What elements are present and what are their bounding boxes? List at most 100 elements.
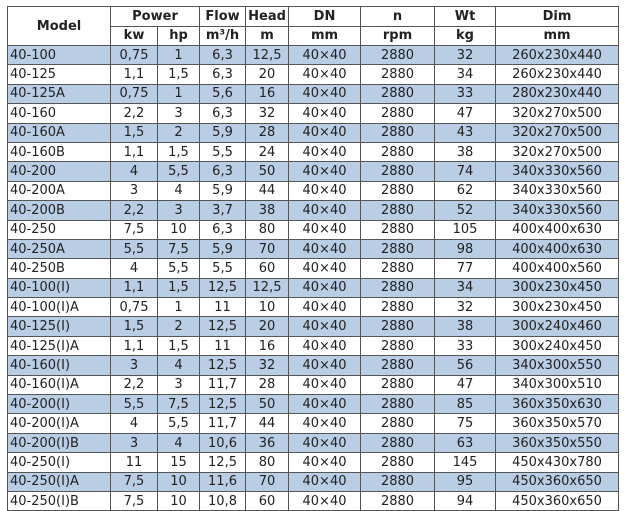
cell-flow: 6,3 bbox=[199, 161, 247, 182]
cell-speed: 2880 bbox=[360, 297, 436, 318]
header-row: Model Power Flow Head DN n Wt Dim bbox=[7, 6, 620, 46]
cell-head: 60 bbox=[245, 490, 290, 511]
cell-flow: 6,3 bbox=[199, 103, 247, 124]
cell-dimensions: 320x270x500 bbox=[495, 103, 620, 124]
cell-dimensions: 360x350x550 bbox=[495, 432, 620, 454]
cell-speed: 2880 bbox=[360, 277, 436, 299]
cell-dn: 40×40 bbox=[288, 374, 362, 396]
cell-dimensions: 360x350x630 bbox=[495, 394, 620, 415]
table-row: 40-160A 1,5 2 5,9 28 40×40 2880 43 320x270x500 bbox=[7, 122, 620, 143]
unit-kw: kw bbox=[110, 25, 158, 46]
cell-model: 40-200A bbox=[7, 180, 111, 202]
header-power: Power bbox=[109, 6, 201, 27]
cell-weight: 38 bbox=[434, 141, 497, 163]
cell-model: 40-250A bbox=[7, 238, 111, 260]
cell-power-kw: 2,2 bbox=[110, 103, 158, 124]
cell-dn: 40×40 bbox=[288, 432, 362, 454]
cell-power-kw: 1,1 bbox=[110, 335, 158, 357]
cell-dn: 40×40 bbox=[288, 277, 362, 299]
pump-spec-table: Model Power Flow Head DN n Wt Dim kw hp … bbox=[7, 6, 620, 511]
cell-flow: 11 bbox=[199, 335, 247, 357]
cell-power-hp: 10 bbox=[156, 471, 201, 492]
cell-power-kw: 5,5 bbox=[110, 238, 158, 260]
cell-speed: 2880 bbox=[360, 83, 436, 105]
cell-head: 20 bbox=[245, 316, 290, 337]
cell-flow: 5,5 bbox=[199, 258, 247, 279]
cell-flow: 5,9 bbox=[199, 238, 247, 260]
cell-head: 12,5 bbox=[245, 44, 290, 66]
cell-weight: 85 bbox=[434, 394, 497, 415]
cell-head: 50 bbox=[245, 161, 290, 182]
cell-dn: 40×40 bbox=[288, 44, 362, 66]
cell-dimensions: 300x240x450 bbox=[495, 335, 620, 357]
table-row: 40-250B 4 5,5 5,5 60 40×40 2880 77 400x400x560 bbox=[7, 258, 620, 279]
cell-weight: 77 bbox=[434, 258, 497, 279]
cell-flow: 3,7 bbox=[199, 200, 247, 221]
cell-speed: 2880 bbox=[360, 335, 436, 357]
cell-model: 40-200 bbox=[7, 161, 111, 182]
cell-power-hp: 7,5 bbox=[156, 238, 201, 260]
cell-speed: 2880 bbox=[360, 161, 436, 182]
table-row: 40-125A 0,75 1 5,6 16 40×40 2880 33 280x230x440 bbox=[7, 83, 620, 105]
table-row: 40-200(I) 5,5 7,5 12,5 50 40×40 2880 85 360x350x… bbox=[7, 394, 620, 415]
cell-model: 40-100 bbox=[7, 44, 111, 66]
cell-model: 40-160 bbox=[7, 103, 111, 124]
cell-dimensions: 340x300x550 bbox=[495, 355, 620, 376]
cell-speed: 2880 bbox=[360, 374, 436, 396]
cell-model: 40-100(I) bbox=[7, 277, 111, 299]
cell-flow: 12,5 bbox=[199, 316, 247, 337]
unit-wt: kg bbox=[434, 25, 497, 46]
cell-dimensions: 400x400x630 bbox=[495, 238, 620, 260]
cell-flow: 5,9 bbox=[199, 180, 247, 202]
cell-head: 50 bbox=[245, 394, 290, 415]
cell-flow: 6,3 bbox=[199, 64, 247, 85]
cell-flow: 11,7 bbox=[199, 374, 247, 396]
cell-dn: 40×40 bbox=[288, 200, 362, 221]
cell-head: 36 bbox=[245, 432, 290, 454]
cell-speed: 2880 bbox=[360, 44, 436, 66]
header-model: Model bbox=[7, 6, 111, 46]
cell-power-kw: 4 bbox=[110, 413, 158, 434]
table-row: 40-200(I)B 3 4 10,6 36 40×40 2880 63 360x350x550 bbox=[7, 432, 620, 454]
table-row: 40-250(I) 11 15 12,5 80 40×40 2880 145 450x430x7… bbox=[7, 452, 620, 473]
cell-weight: 38 bbox=[434, 316, 497, 337]
cell-flow: 6,3 bbox=[199, 44, 247, 66]
cell-dimensions: 450x360x650 bbox=[495, 471, 620, 492]
cell-model: 40-200(I)A bbox=[7, 413, 111, 434]
table-row: 40-200B 2,2 3 3,7 38 40×40 2880 52 340x330x560 bbox=[7, 200, 620, 221]
cell-power-hp: 1 bbox=[156, 83, 201, 105]
cell-speed: 2880 bbox=[360, 355, 436, 376]
table-row: 40-200A 3 4 5,9 44 40×40 2880 62 340x330x560 bbox=[7, 180, 620, 202]
cell-power-hp: 1,5 bbox=[156, 64, 201, 85]
cell-weight: 32 bbox=[434, 297, 497, 318]
table-row: 40-200(I)A 4 5,5 11,7 44 40×40 2880 75 360x350x5… bbox=[7, 413, 620, 434]
header-head: Head bbox=[245, 6, 290, 27]
cell-power-kw: 4 bbox=[110, 161, 158, 182]
cell-speed: 2880 bbox=[360, 103, 436, 124]
cell-flow: 12,5 bbox=[199, 355, 247, 376]
cell-weight: 98 bbox=[434, 238, 497, 260]
cell-power-hp: 1,5 bbox=[156, 141, 201, 163]
unit-dim: mm bbox=[495, 25, 620, 46]
cell-flow: 12,5 bbox=[199, 394, 247, 415]
cell-speed: 2880 bbox=[360, 316, 436, 337]
cell-model: 40-160(I) bbox=[7, 355, 111, 376]
cell-model: 40-160(I)A bbox=[7, 374, 111, 396]
cell-head: 44 bbox=[245, 413, 290, 434]
cell-speed: 2880 bbox=[360, 258, 436, 279]
cell-power-hp: 1,5 bbox=[156, 277, 201, 299]
cell-dimensions: 450x430x780 bbox=[495, 452, 620, 473]
cell-dimensions: 340x330x560 bbox=[495, 180, 620, 202]
cell-power-kw: 0,75 bbox=[110, 297, 158, 318]
cell-dn: 40×40 bbox=[288, 83, 362, 105]
cell-power-hp: 1,5 bbox=[156, 335, 201, 357]
cell-dimensions: 340x330x560 bbox=[495, 161, 620, 182]
cell-speed: 2880 bbox=[360, 413, 436, 434]
table-row: 40-160B 1,1 1,5 5,5 24 40×40 2880 38 320x270x500 bbox=[7, 141, 620, 163]
cell-speed: 2880 bbox=[360, 432, 436, 454]
cell-power-kw: 3 bbox=[110, 432, 158, 454]
cell-head: 32 bbox=[245, 355, 290, 376]
table-row: 40-250(I)A 7,5 10 11,6 70 40×40 2880 95 450x360x… bbox=[7, 471, 620, 492]
cell-flow: 5,5 bbox=[199, 141, 247, 163]
cell-head: 16 bbox=[245, 83, 290, 105]
